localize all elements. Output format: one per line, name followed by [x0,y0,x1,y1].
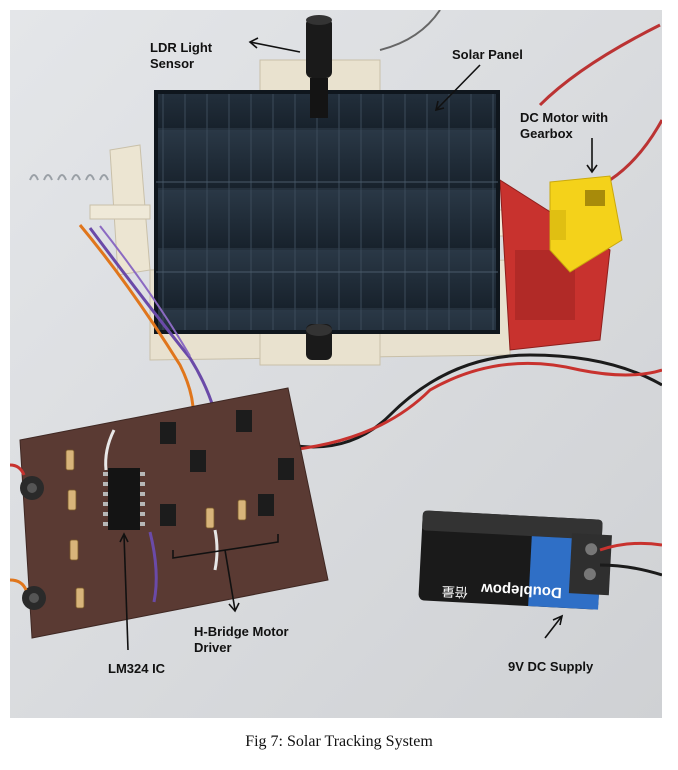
solar-panel-label: Solar Panel [452,47,523,62]
lm324-ic-chip [108,468,140,530]
h-bridge-transistors [160,410,294,526]
h-bridge-label: H-Bridge Motor Driver [194,624,289,655]
axle [89,204,151,220]
potentiometers [20,476,46,610]
resistors [65,449,247,609]
notebook-spiral [29,174,109,181]
battery-brand-cn-text: 倍量 [441,583,468,599]
wire-top-right [538,23,661,107]
annotation-arrows [119,37,598,651]
ldr-sensor-bottom [306,324,332,360]
dc-motor-gearbox [549,175,623,273]
wire-red-supply [289,361,662,452]
supply-label: 9V DC Supply [508,659,594,674]
figure-caption: Fig 7: Solar Tracking System [245,733,433,750]
ldr-label: LDR Light Sensor [150,40,213,71]
battery-brand-text: Doublepow [480,580,562,601]
lm324-label: LM324 IC [108,661,166,676]
dc-motor-label: DC Motor with Gearbox [520,110,609,141]
photo: Doublepow 倍量 [10,10,662,718]
wire-black-supply [289,353,662,449]
ldr-sensor-top [306,15,332,118]
solar-panel [154,90,500,334]
